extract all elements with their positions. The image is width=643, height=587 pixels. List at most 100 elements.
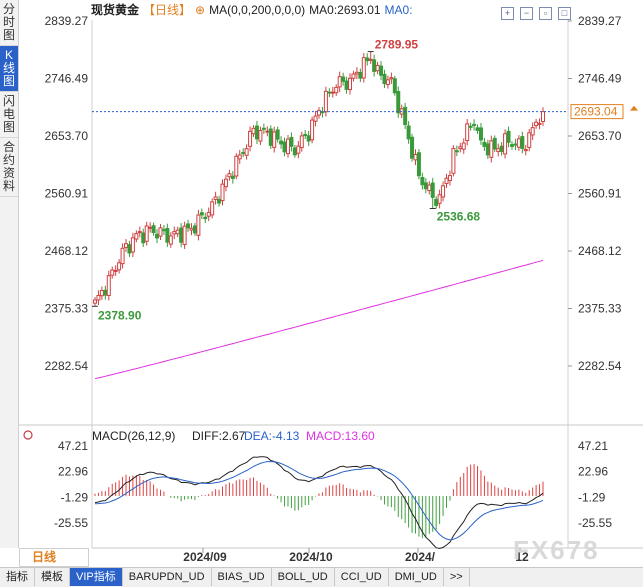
ma0-label: MA0:	[384, 3, 413, 17]
tab-flash[interactable]: 闪电图	[0, 92, 18, 138]
candle-up	[285, 138, 290, 155]
candle-up	[258, 129, 263, 142]
tab-contract-info[interactable]: 合约资料	[0, 138, 18, 197]
candle-up	[272, 131, 277, 148]
macd-dea: DEA:-4.13	[244, 429, 300, 443]
tab-timeshare[interactable]: 分时图	[0, 0, 18, 46]
candle-up	[130, 237, 135, 253]
candle-down	[410, 136, 415, 159]
macd-tick-left: -25.55	[54, 516, 88, 530]
candle-down	[306, 135, 311, 142]
candle-down	[199, 212, 204, 216]
macd-value: MACD:13.60	[306, 429, 375, 443]
tab-dmi[interactable]: DMI_UD	[389, 568, 444, 586]
tab-cci[interactable]: CCI_UD	[335, 568, 389, 586]
candle-up	[134, 233, 139, 240]
minus-icon[interactable]: −	[520, 7, 533, 20]
candle-down	[161, 229, 166, 232]
candle-up	[137, 231, 142, 234]
candle-down	[165, 228, 170, 243]
price-tick-right: 2375.33	[578, 301, 622, 315]
candle-up	[113, 269, 118, 272]
candle-down	[382, 73, 387, 85]
tab-boll[interactable]: BOLL_UD	[272, 568, 335, 586]
candle-up	[451, 147, 456, 174]
watermark: FX678	[513, 535, 600, 565]
macd-tick-left: -1.29	[61, 490, 89, 504]
price-tick-left: 2746.49	[45, 71, 89, 85]
tab-barupdn[interactable]: BARUPDN_UD	[123, 568, 212, 586]
indicator-tab-bar: 指标 模板 VIP指标 BARUPDN_UD BIAS_UD BOLL_UD CCI_UD D…	[0, 567, 643, 587]
candle-up	[465, 123, 470, 142]
ma-label: MA(0,0,200,0,0,0)	[209, 3, 306, 17]
candle-up	[503, 133, 508, 155]
candle-up	[299, 135, 304, 149]
tab-more[interactable]: >>	[444, 568, 470, 586]
period-select-button[interactable]: 日线	[19, 548, 89, 567]
price-tick-left: 2375.33	[45, 301, 89, 315]
candle-up	[296, 145, 301, 154]
candle-up	[541, 111, 545, 123]
candle-up	[158, 227, 163, 237]
candle-down	[472, 123, 477, 126]
settings-icon[interactable]: ⊕	[195, 3, 206, 17]
macd-tick-right: 47.21	[578, 439, 608, 453]
tab-kline[interactable]: K线图	[0, 46, 18, 92]
candle-down	[482, 141, 487, 147]
candle-down	[392, 78, 397, 94]
tab-vip-indicator[interactable]: VIP指标	[70, 568, 123, 586]
price-tick-left: 2839.27	[45, 14, 89, 28]
ma200-line	[94, 259, 544, 380]
chart-area: 现货黄金 【日线】 ⊕ MA(0,0,200,0,0,0) MA0:2693.01 MA0…	[19, 0, 643, 548]
candle-up	[530, 127, 535, 136]
macd-tick-right: -1.29	[578, 490, 606, 504]
candle-down	[365, 57, 370, 62]
candle-up	[444, 177, 449, 185]
candle-up	[496, 148, 501, 152]
price-tick-right: 2282.54	[578, 359, 622, 373]
candle-up	[368, 58, 373, 61]
candle-up	[389, 77, 394, 80]
restore-icon[interactable]: ▫	[539, 7, 552, 20]
window-icon[interactable]: □	[558, 7, 571, 20]
candle-down	[485, 143, 490, 156]
candle-up	[534, 121, 539, 127]
price-tick-left: 2468.12	[45, 244, 89, 258]
macd-tick-left: 47.21	[58, 439, 88, 453]
macd-tick-right: -25.55	[578, 516, 612, 530]
plus-icon[interactable]: +	[501, 7, 514, 20]
candle-up	[337, 76, 342, 88]
candle-up	[447, 175, 452, 181]
candle-down	[151, 225, 156, 234]
candle-down	[420, 177, 425, 186]
candle-down	[179, 227, 184, 243]
candle-up	[196, 214, 201, 236]
tab-indicator[interactable]: 指标	[0, 568, 35, 586]
candle-up	[120, 247, 125, 265]
current-price-badge	[570, 104, 624, 120]
candle-down	[475, 127, 480, 131]
candle-up	[223, 178, 228, 188]
time-label: 12	[515, 550, 529, 564]
tab-bias[interactable]: BIAS_UD	[212, 568, 272, 586]
chart-header: 现货黄金 【日线】 ⊕ MA(0,0,200,0,0,0) MA0:2693.01 MA0…	[19, 0, 643, 20]
price-tick-left: 2282.54	[45, 359, 89, 373]
time-label: 2024/	[405, 550, 436, 564]
kline-chart[interactable]: 2839.27 2839.27 2746.49 2746.49 2653.70 2653.…	[0, 0, 643, 567]
candle-up	[144, 225, 149, 242]
ma0-value: MA0:2693.01	[309, 3, 381, 17]
candle-up	[523, 149, 528, 152]
candle-up	[361, 57, 366, 79]
candle-down	[468, 125, 473, 128]
candle-up	[313, 115, 318, 122]
candle-down	[492, 137, 497, 150]
tab-template[interactable]: 模板	[35, 568, 70, 586]
candle-down	[268, 128, 273, 146]
price-tick-right: 2746.49	[578, 71, 622, 85]
candle-up	[265, 130, 270, 133]
candle-down	[279, 140, 284, 145]
candle-down	[103, 289, 108, 296]
candle-down	[141, 232, 146, 244]
candle-up	[117, 262, 122, 271]
price-tick-right: 2560.91	[578, 186, 622, 200]
